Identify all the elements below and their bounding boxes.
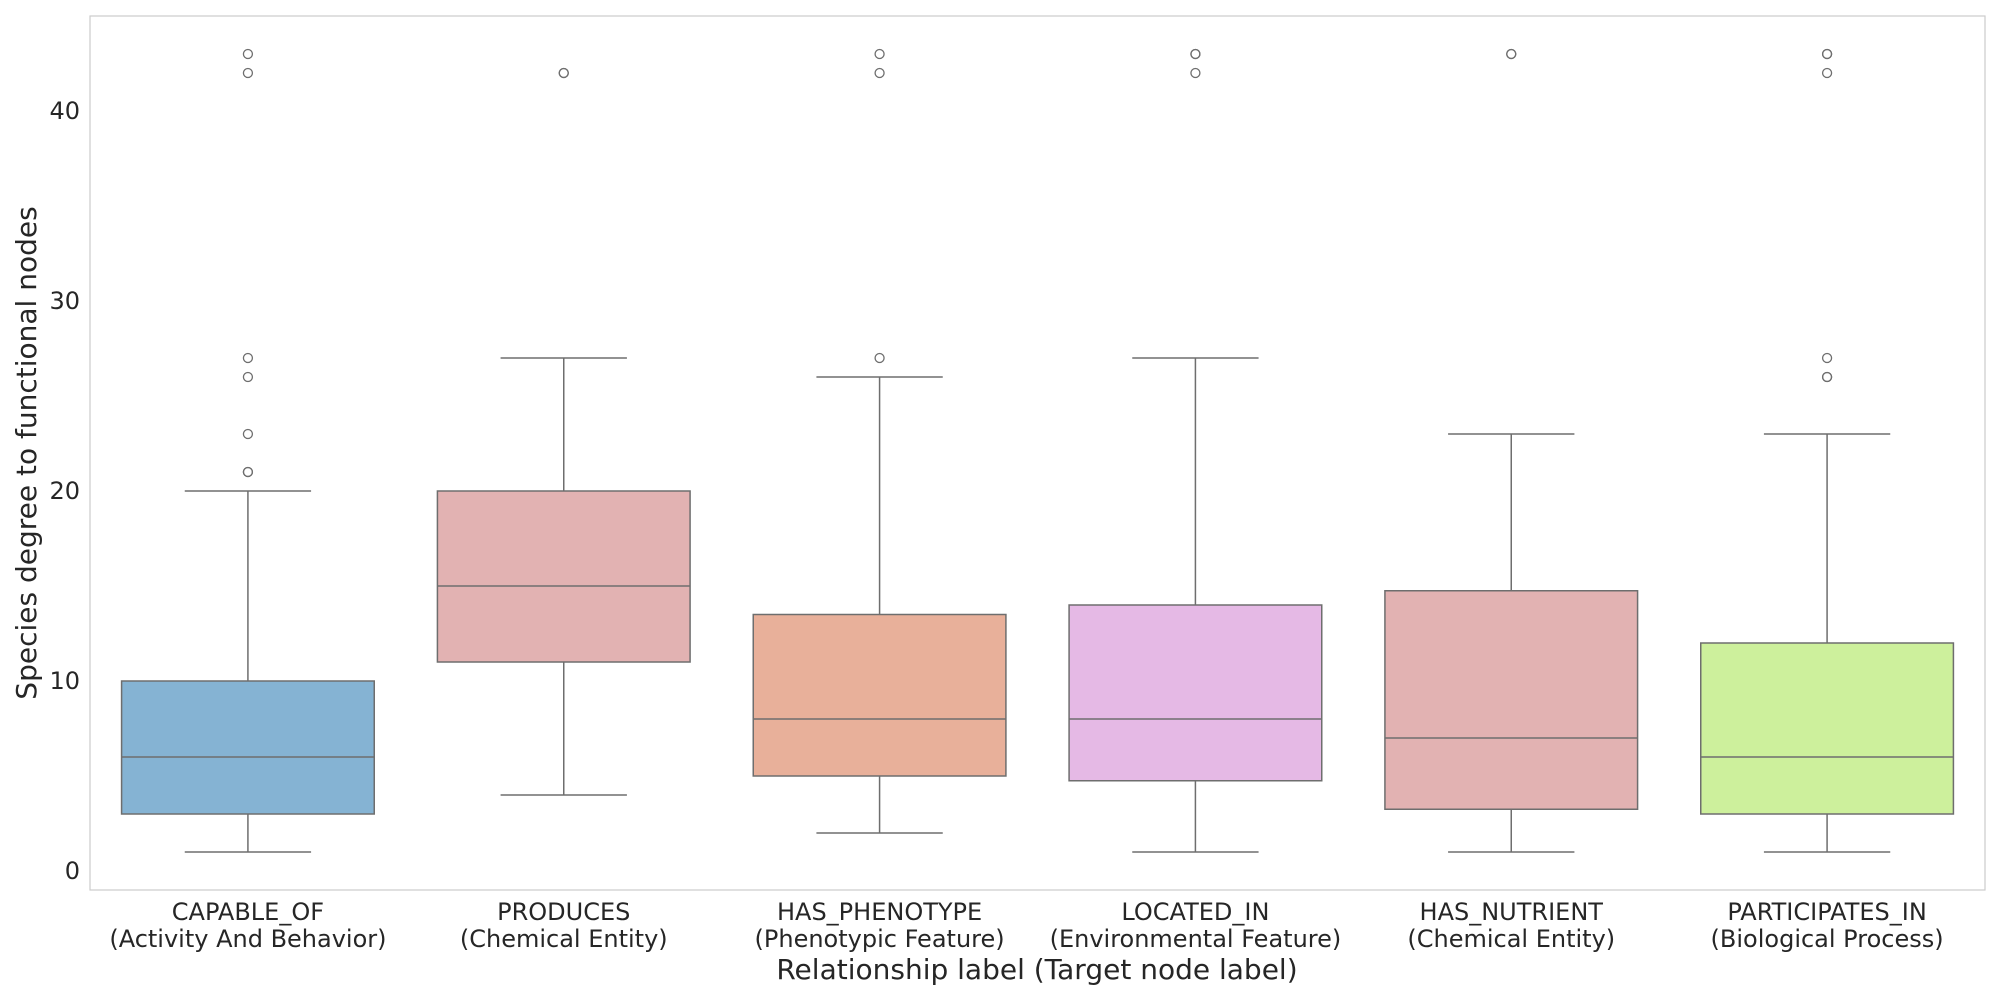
box-group xyxy=(436,67,691,796)
y-axis-ticks: 0 10 20 30 40 xyxy=(49,97,80,885)
x-tick-label-target: (Phenotypic Feature) xyxy=(755,925,1005,953)
iqr-box xyxy=(1068,604,1323,782)
x-tick-label-target: (Biological Process) xyxy=(1711,925,1944,953)
y-tick-label: 0 xyxy=(65,857,80,885)
x-tick-label-target: (Chemical Entity) xyxy=(460,925,668,953)
box-group xyxy=(1384,48,1639,853)
outlier-point xyxy=(242,371,254,383)
x-axis-label: Relationship label (Target node label) xyxy=(776,953,1297,986)
x-tick-label-target: (Chemical Entity) xyxy=(1407,925,1615,953)
box-group xyxy=(752,48,1007,834)
y-tick-label: 40 xyxy=(49,97,80,125)
box-group xyxy=(120,48,376,853)
outlier-point xyxy=(1190,67,1201,79)
outlier-point xyxy=(242,48,254,60)
x-tick-label-target: (Environmental Feature) xyxy=(1050,925,1342,953)
x-tick-label-relationship: HAS_PHENOTYPE xyxy=(777,898,982,926)
x-tick-label-relationship: PARTICIPATES_IN xyxy=(1727,898,1926,926)
x-tick-label-relationship: LOCATED_IN xyxy=(1121,898,1269,926)
outlier-point xyxy=(1506,48,1517,60)
iqr-box xyxy=(1700,642,1955,815)
iqr-box xyxy=(1384,590,1639,810)
x-tick-label-relationship: PRODUCES xyxy=(497,898,630,926)
outlier-point xyxy=(558,67,569,79)
outlier-point xyxy=(242,67,254,79)
outlier-point xyxy=(1821,371,1833,383)
outlier-point xyxy=(874,48,885,60)
outlier-point xyxy=(242,428,254,440)
iqr-box xyxy=(436,490,691,663)
y-tick-label: 10 xyxy=(49,667,80,695)
box-group xyxy=(1068,48,1323,853)
outlier-point xyxy=(242,466,254,478)
outlier-point xyxy=(242,352,254,364)
outlier-point xyxy=(1821,67,1833,79)
outlier-point xyxy=(1821,48,1833,60)
iqr-box xyxy=(120,680,376,815)
y-axis-label: Species degree to functional nodes xyxy=(10,206,43,699)
boxes-layer xyxy=(120,48,1955,853)
x-tick-label-relationship: HAS_NUTRIENT xyxy=(1420,898,1604,926)
box-group xyxy=(1700,48,1955,853)
iqr-box xyxy=(752,613,1007,777)
x-axis-ticks: CAPABLE_OF(Activity And Behavior) PRODUCE… xyxy=(109,898,1943,953)
x-tick-label-relationship: CAPABLE_OF xyxy=(172,898,324,926)
outlier-point xyxy=(874,352,885,364)
outlier-point xyxy=(1190,48,1201,60)
outlier-point xyxy=(874,67,885,79)
x-tick-label-target: (Activity And Behavior) xyxy=(109,925,386,953)
y-tick-label: 30 xyxy=(49,287,80,315)
y-tick-label: 20 xyxy=(49,477,80,505)
plot-area-frame xyxy=(89,15,1986,891)
outlier-point xyxy=(1821,352,1833,364)
